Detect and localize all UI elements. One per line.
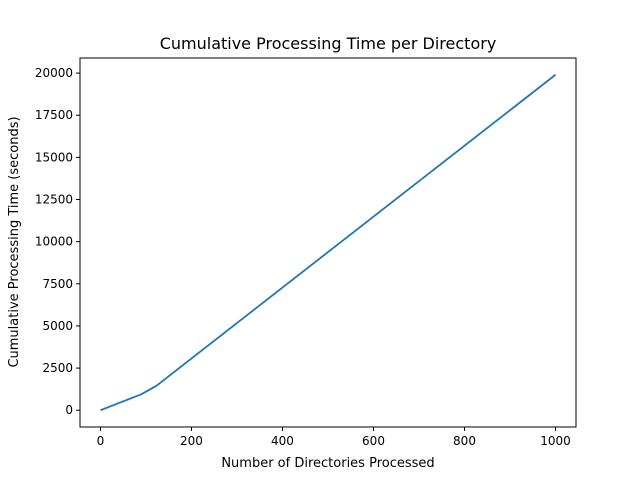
y-tick-label: 7500 — [42, 277, 73, 291]
y-tick-label: 5000 — [42, 319, 73, 333]
plot-frame — [79, 57, 577, 428]
y-tick-label: 0 — [65, 403, 73, 417]
x-tick-label: 400 — [271, 434, 294, 448]
y-tick-label: 20000 — [35, 66, 73, 80]
x-tick-label: 0 — [97, 434, 105, 448]
chart-title: Cumulative Processing Time per Directory — [160, 34, 497, 53]
plot-area — [80, 58, 576, 427]
x-tick-label: 800 — [453, 434, 476, 448]
x-tick-label: 600 — [362, 434, 385, 448]
y-tick-label: 17500 — [35, 108, 73, 122]
x-axis-label: Number of Directories Processed — [221, 456, 434, 471]
y-tick-label: 15000 — [35, 150, 73, 164]
series-layer — [100, 74, 557, 412]
x-axis-ticks: 0 200 400 600 800 1000 — [97, 427, 571, 448]
y-axis-ticks: 0 2500 5000 7500 10000 12500 15000 17500 20000 — [35, 66, 80, 417]
y-tick-label: 10000 — [35, 235, 73, 249]
y-tick-label: 2500 — [42, 361, 73, 375]
y-axis-label: Cumulative Processing Time (seconds) — [7, 116, 22, 367]
x-tick-label: 1000 — [540, 434, 571, 448]
x-tick-label: 200 — [180, 434, 203, 448]
series-line — [100, 74, 557, 412]
y-tick-label: 12500 — [35, 193, 73, 207]
